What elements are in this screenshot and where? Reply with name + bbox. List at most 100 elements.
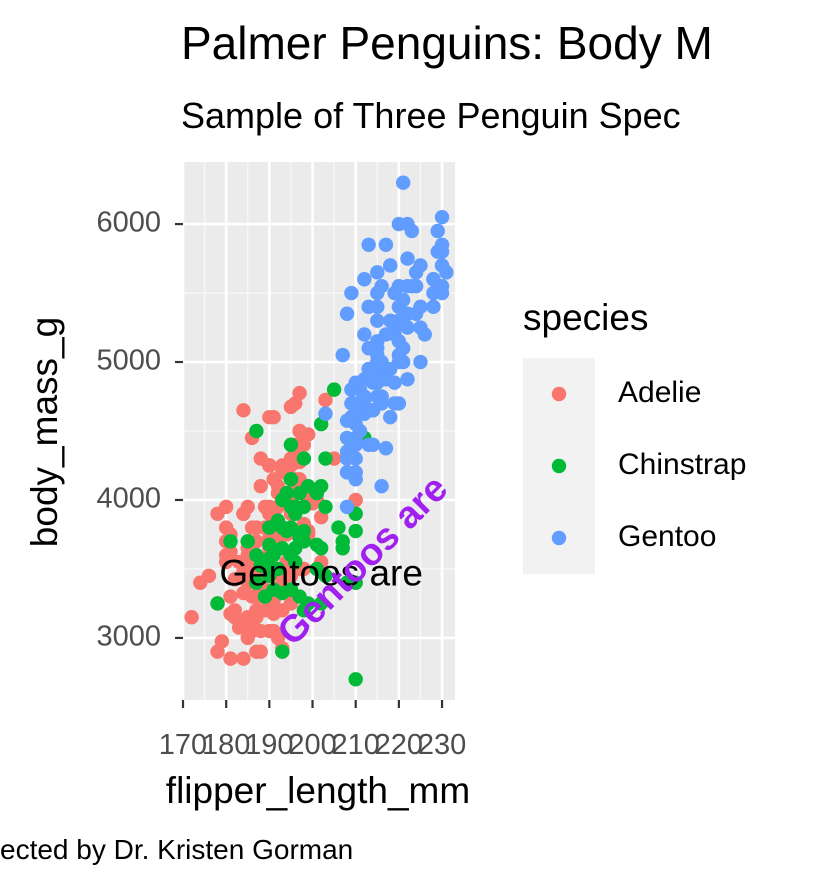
data-point — [253, 623, 268, 639]
data-point — [318, 392, 333, 408]
data-point — [283, 437, 299, 452]
data-point — [262, 458, 277, 473]
legend-label: Chinstrap — [618, 448, 746, 481]
data-point — [374, 354, 389, 370]
data-point — [266, 606, 281, 621]
legend-label: Adelie — [618, 376, 701, 409]
data-point — [296, 451, 312, 466]
data-point — [357, 327, 372, 342]
data-point — [236, 651, 251, 666]
legend-key-gentoo — [551, 530, 567, 546]
data-point — [400, 251, 415, 266]
data-point — [395, 341, 411, 356]
data-point — [339, 430, 355, 446]
data-point — [283, 472, 299, 487]
chart-subtitle: Sample of Three Penguin Spec — [181, 95, 681, 136]
data-point — [301, 427, 316, 442]
data-point — [426, 272, 441, 287]
series-gentoo — [318, 175, 454, 515]
data-point — [413, 354, 428, 370]
data-point — [378, 327, 394, 342]
x-tick-label: 190 — [245, 729, 293, 761]
data-point — [296, 523, 312, 539]
data-point — [348, 575, 363, 590]
data-point — [413, 320, 428, 335]
data-point — [339, 413, 355, 428]
data-point — [292, 485, 307, 501]
data-point — [262, 537, 277, 553]
data-point — [210, 506, 225, 521]
data-point — [288, 554, 303, 570]
data-point — [404, 278, 420, 294]
legend: species Adelie Chinstrap Gentoo — [523, 297, 746, 574]
data-point — [361, 341, 376, 356]
data-point — [236, 403, 251, 418]
x-tick-label: 170 — [159, 729, 207, 761]
data-point — [339, 499, 355, 515]
data-point — [335, 347, 350, 363]
data-point — [426, 299, 441, 315]
data-point — [400, 372, 415, 387]
data-point — [275, 458, 290, 473]
data-point — [249, 423, 264, 439]
y-tick-label: 3000 — [96, 621, 161, 653]
data-point — [266, 582, 281, 597]
data-point — [361, 237, 376, 252]
x-tick-label: 180 — [202, 729, 250, 761]
data-point — [210, 644, 225, 659]
data-point — [348, 523, 363, 539]
data-point — [201, 568, 217, 584]
data-point — [383, 258, 398, 273]
data-point — [231, 620, 247, 635]
data-point — [370, 265, 385, 280]
data-point — [344, 285, 359, 301]
data-point — [270, 513, 286, 528]
data-point — [408, 306, 424, 321]
data-point — [348, 672, 363, 687]
data-point — [339, 306, 355, 321]
data-point — [395, 313, 411, 328]
data-point — [374, 392, 389, 408]
data-point — [270, 630, 286, 646]
data-point — [218, 520, 234, 535]
data-point — [288, 541, 303, 556]
legend-key-chinstrap — [551, 458, 567, 474]
data-point — [301, 596, 316, 611]
data-point — [318, 499, 333, 515]
data-point — [275, 644, 290, 659]
y-axis-label: body_mass_g — [24, 317, 65, 547]
data-point — [266, 410, 281, 425]
data-point — [326, 382, 342, 397]
data-point — [253, 478, 268, 494]
data-point — [236, 565, 251, 580]
data-point — [249, 520, 264, 535]
data-point — [249, 610, 264, 625]
legend-label: Gentoo — [618, 520, 716, 553]
data-point — [434, 209, 450, 225]
data-point — [283, 520, 299, 535]
data-point — [236, 506, 251, 521]
data-point — [331, 520, 346, 535]
data-point — [339, 465, 355, 480]
data-point — [236, 554, 251, 570]
data-point — [361, 299, 376, 315]
data-point — [387, 285, 402, 301]
data-point — [240, 534, 255, 549]
data-point — [283, 568, 299, 584]
data-point — [370, 375, 385, 390]
data-point — [318, 568, 333, 584]
data-point — [378, 441, 394, 456]
data-point — [249, 547, 264, 563]
y-tick-label: 5000 — [96, 345, 161, 377]
data-point — [223, 651, 238, 666]
data-point — [374, 478, 389, 494]
data-point — [383, 313, 398, 328]
data-point — [430, 223, 445, 239]
data-point — [391, 396, 407, 411]
x-tick-label: 200 — [288, 729, 336, 761]
series-chinstrap — [210, 382, 372, 687]
data-point — [184, 610, 199, 625]
data-point — [257, 558, 273, 573]
data-point — [223, 534, 238, 549]
